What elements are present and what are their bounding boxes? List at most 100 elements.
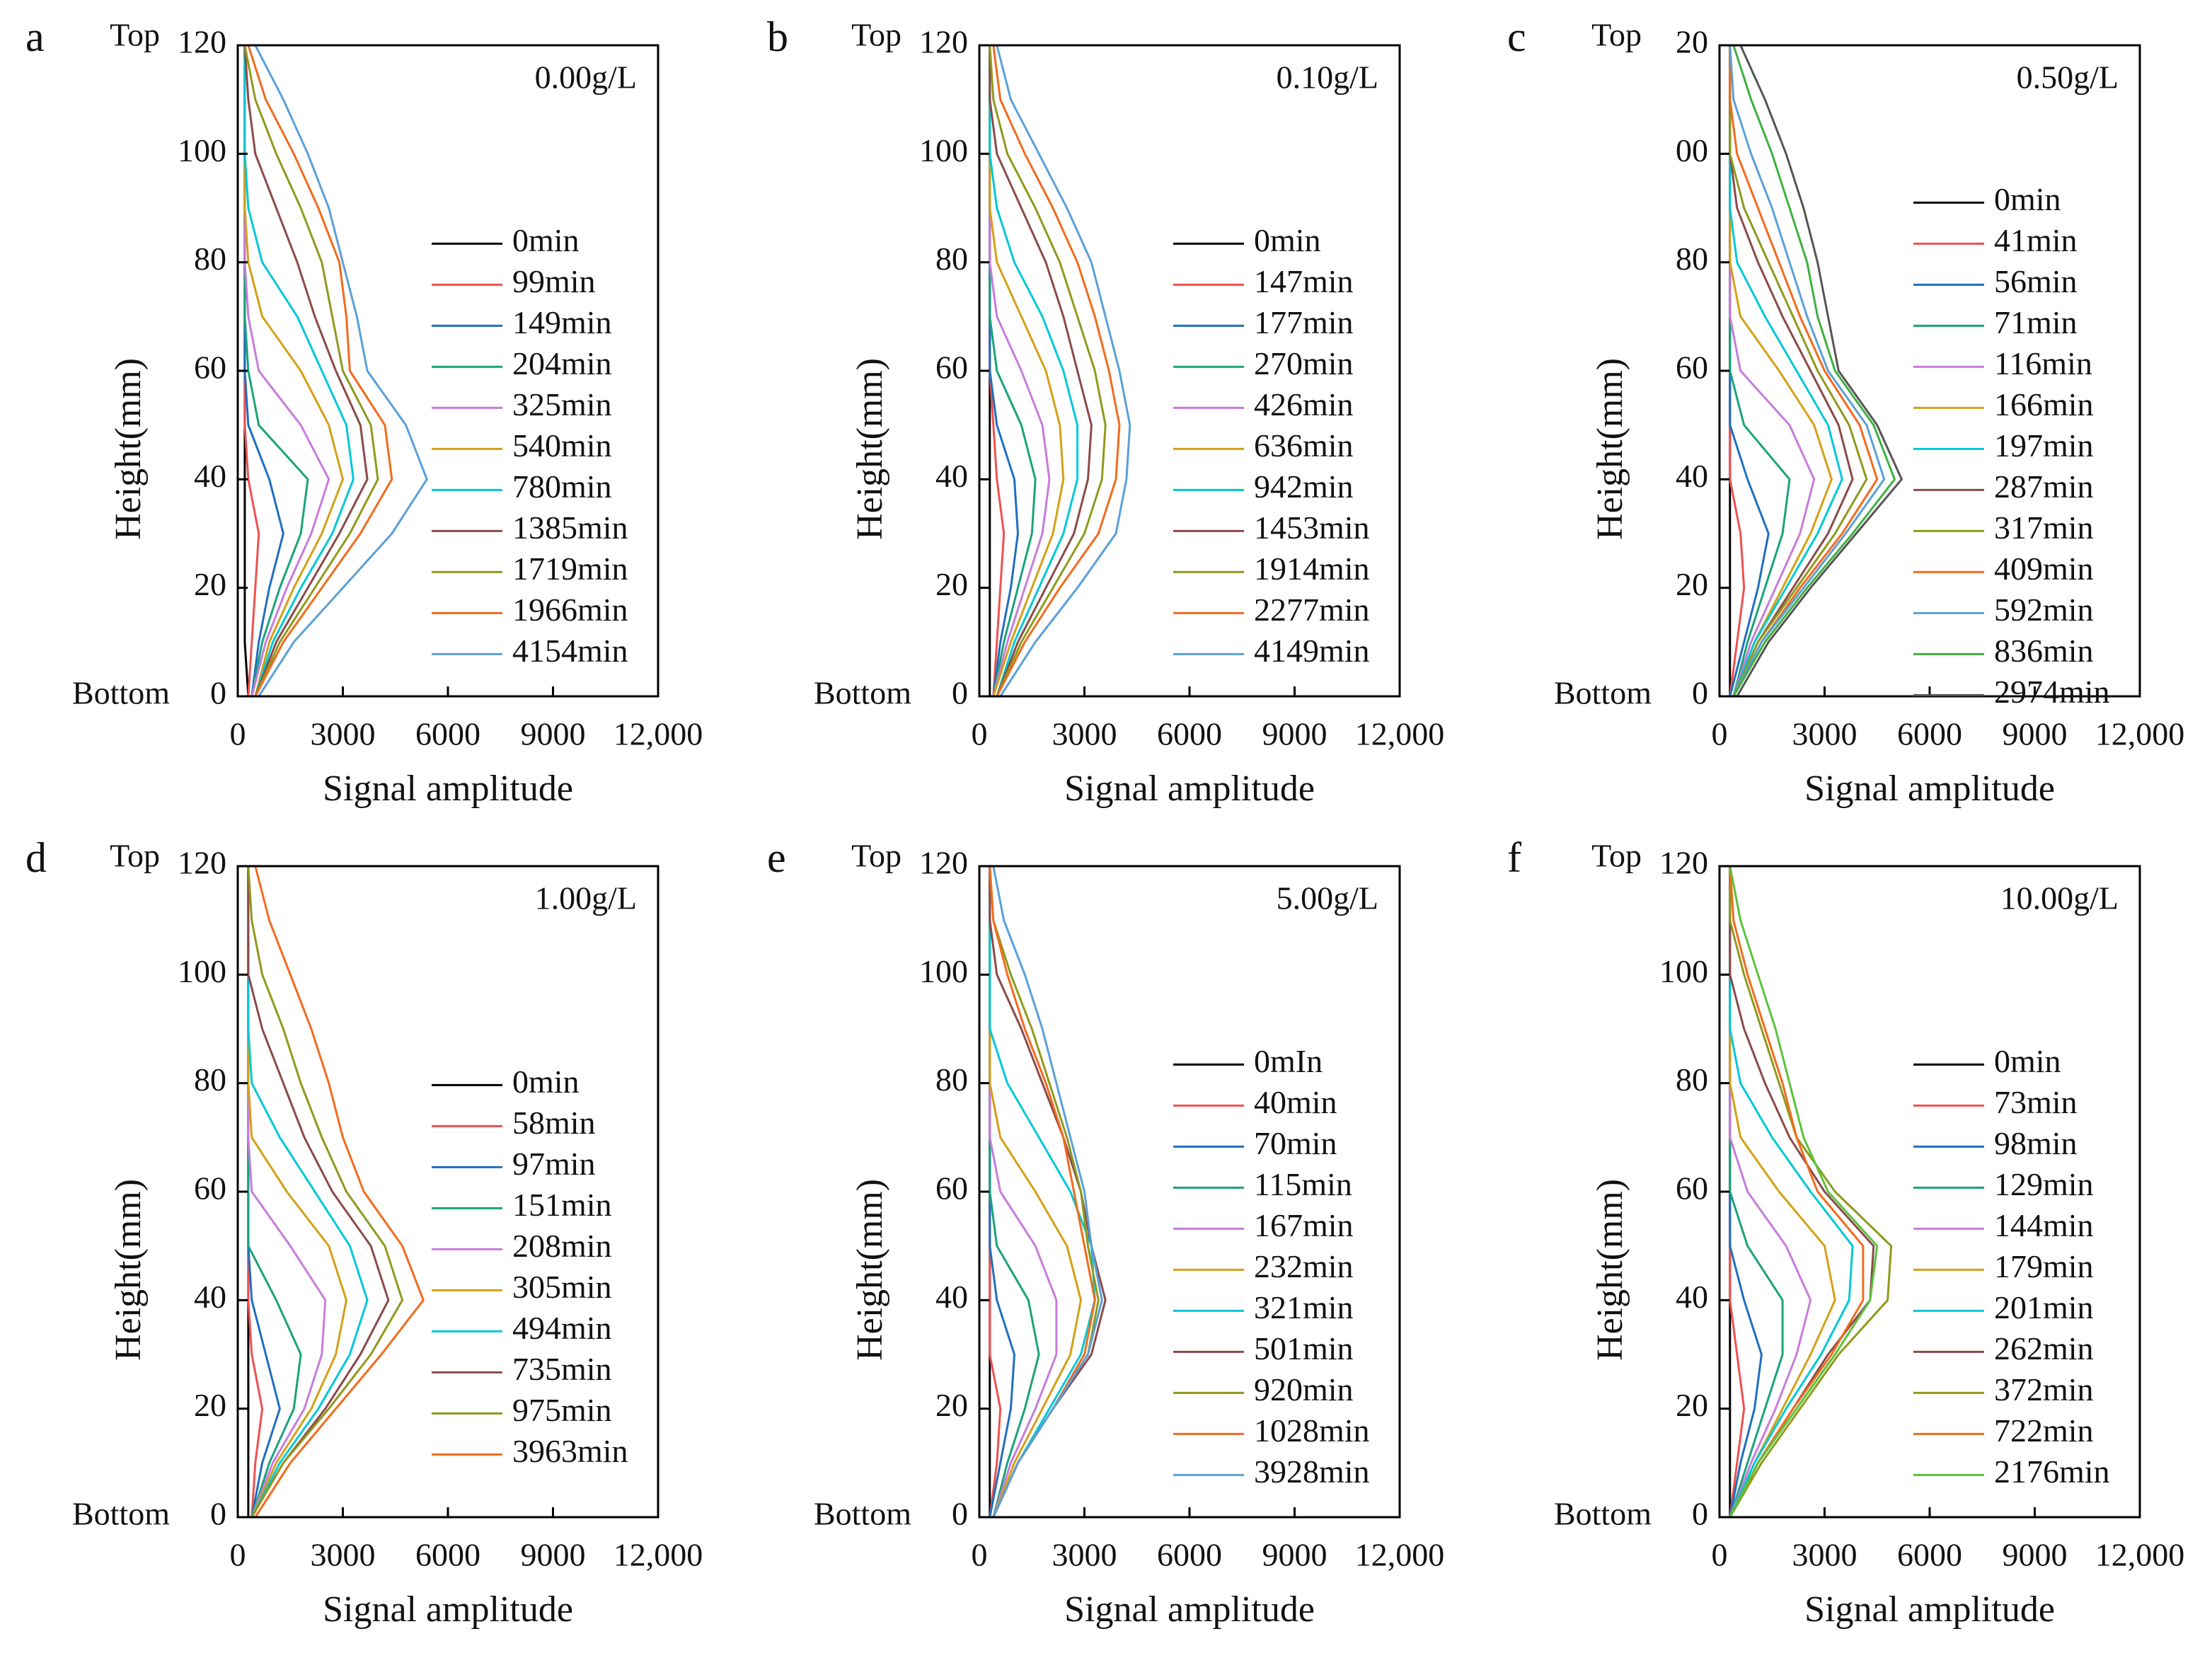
x-axis-label: Signal amplitude — [1064, 768, 1315, 809]
legend-label: 56min — [1994, 263, 2078, 299]
x-tick-label: 6000 — [415, 716, 480, 752]
panel-letter: e — [767, 834, 786, 881]
legend-label: 129min — [1994, 1166, 2094, 1202]
y-axis-label: Height(mm) — [1590, 1179, 1630, 1361]
series-line — [1729, 865, 1879, 1518]
y-tick-label: 100 — [1659, 953, 1708, 989]
y-axis-label: Height(mm) — [108, 1179, 149, 1361]
legend-label: 780min — [512, 468, 612, 505]
x-tick-label: 12,000 — [1355, 716, 1445, 752]
legend-label: 40min — [1254, 1084, 1337, 1120]
x-tick-label: 9000 — [1262, 716, 1327, 752]
bottom-label: Bottom — [72, 1496, 170, 1532]
x-tick-label: 0 — [1712, 716, 1728, 752]
legend-label: 149min — [512, 304, 612, 340]
legend-label: 147min — [1254, 263, 1354, 299]
series-line — [996, 45, 1131, 697]
annotation: 0.00g/L — [535, 59, 637, 96]
legend-label: 177min — [1254, 304, 1354, 340]
series-line — [992, 865, 1103, 1518]
y-tick-label: 0 — [1692, 675, 1708, 711]
legend-label: 494min — [512, 1310, 612, 1346]
x-tick-label: 0 — [972, 716, 988, 752]
legend-label: 636min — [1254, 427, 1354, 464]
y-tick-label: 20 — [1676, 1387, 1708, 1423]
legend-label: 204min — [512, 345, 612, 381]
y-tick-label: 40 — [194, 1279, 226, 1315]
legend-label: 2974min — [1994, 674, 2110, 710]
annotation: 0.10g/L — [1277, 59, 1378, 96]
x-tick-label: 3000 — [1052, 716, 1117, 752]
legend-label: 73min — [1994, 1084, 2078, 1120]
y-tick-label: 80 — [194, 1061, 226, 1098]
legend-label: 409min — [1994, 551, 2094, 587]
legend-label: 1719min — [512, 551, 628, 587]
y-axis-label: Height(mm) — [1590, 358, 1630, 540]
annotation: 10.00g/L — [2000, 880, 2119, 916]
y-tick-label: 20 — [194, 566, 226, 602]
x-tick-label: 9000 — [2003, 716, 2068, 752]
series-line — [247, 866, 302, 1518]
legend-label: 197min — [1994, 427, 2094, 464]
y-tick-label: 120 — [919, 24, 968, 60]
legend-label: 975min — [512, 1392, 612, 1428]
panel-letter: b — [767, 13, 788, 60]
legend-label: 232min — [1254, 1248, 1354, 1284]
y-tick-label: 120 — [1659, 845, 1708, 881]
legend-label: 1966min — [512, 592, 628, 628]
legend-label: 0min — [1994, 1043, 2061, 1079]
y-tick-label: 20 — [194, 1387, 226, 1423]
y-tick-label: 100 — [178, 132, 226, 168]
series-line — [254, 865, 425, 1518]
x-tick-label: 6000 — [1897, 716, 1962, 752]
legend-label: 201min — [1994, 1289, 2094, 1325]
x-tick-label: 3000 — [1792, 1537, 1857, 1573]
x-tick-label: 3000 — [311, 1537, 376, 1573]
y-tick-label: 80 — [935, 1061, 968, 1098]
y-tick-label: 40 — [1676, 458, 1708, 494]
y-tick-label: 0 — [1692, 1496, 1708, 1532]
legend-label: 0mIn — [1254, 1043, 1323, 1079]
legend-label: 99min — [512, 263, 596, 299]
series-line — [1729, 45, 1886, 697]
legend-label: 1028min — [1254, 1412, 1370, 1449]
top-label: Top — [851, 838, 901, 874]
legend-label: 0min — [1254, 222, 1321, 258]
legend-label: 3963min — [512, 1433, 628, 1469]
legend-label: 0min — [1994, 181, 2061, 217]
x-axis-label: Signal amplitude — [1064, 1589, 1315, 1630]
panel-letter: a — [25, 13, 45, 60]
legend-label: 98min — [1994, 1125, 2078, 1161]
series-line — [243, 45, 355, 697]
series-line — [1729, 45, 1868, 697]
legend-label: 97min — [512, 1146, 596, 1182]
x-tick-label: 12,000 — [614, 716, 703, 752]
series-line — [992, 45, 1121, 697]
legend-label: 0min — [512, 222, 580, 258]
top-label: Top — [110, 17, 160, 53]
legend-label: 58min — [512, 1105, 596, 1141]
bottom-label: Bottom — [1554, 1496, 1652, 1532]
series-line — [1729, 45, 1879, 697]
x-tick-label: 3000 — [1052, 1537, 1117, 1573]
bottom-label: Bottom — [72, 675, 170, 711]
legend-label: 41min — [1994, 222, 2078, 258]
series-line — [989, 866, 1096, 1518]
legend-label: 1914min — [1254, 551, 1370, 587]
y-tick-label: 20 — [1676, 566, 1708, 602]
y-tick-label: 40 — [935, 1279, 968, 1315]
series-line — [247, 865, 404, 1518]
y-tick-label: 80 — [935, 241, 968, 277]
legend-label: 208min — [512, 1228, 612, 1264]
series-line — [243, 45, 330, 697]
bottom-label: Bottom — [1554, 675, 1652, 711]
legend-label: 321min — [1254, 1289, 1354, 1325]
bottom-label: Bottom — [814, 675, 911, 711]
x-tick-label: 6000 — [415, 1537, 480, 1573]
y-tick-label: 60 — [1676, 350, 1708, 386]
annotation: 5.00g/L — [1277, 880, 1378, 916]
legend-label: 262min — [1994, 1330, 2094, 1366]
x-tick-label: 0 — [1712, 1537, 1728, 1573]
legend-label: 2277min — [1254, 592, 1370, 628]
